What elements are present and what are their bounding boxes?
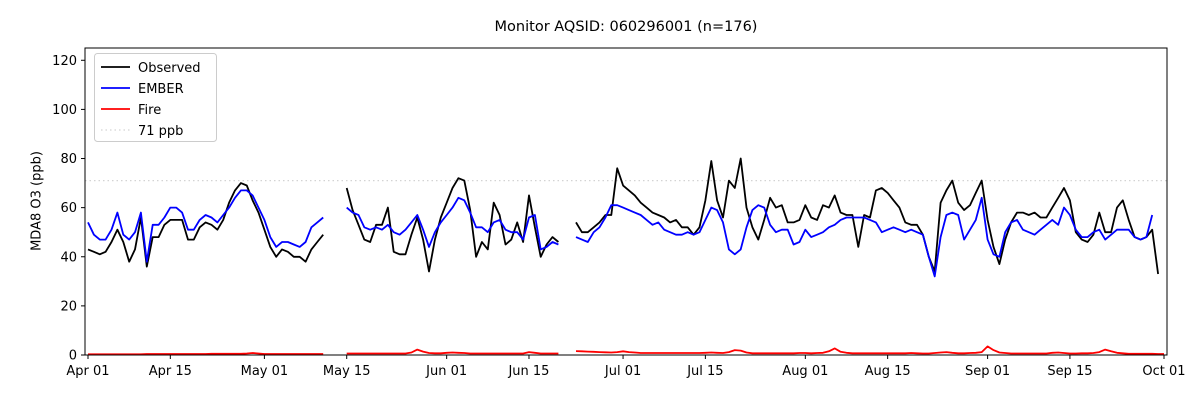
x-tick-label: Aug 01 <box>782 364 828 379</box>
legend-box <box>94 53 217 142</box>
x-tick-label: Oct 01 <box>1142 364 1185 379</box>
line-ember <box>346 196 559 251</box>
chart-title: Monitor AQSID: 060296001 (n=176) <box>494 19 758 35</box>
legend-label-71-ppb: 71 ppb <box>138 124 183 139</box>
y-tick-label: 60 <box>60 201 77 216</box>
x-tick-label: Jul 01 <box>604 364 641 379</box>
x-tick-label: Sep 01 <box>965 364 1010 379</box>
x-tick-label: Apr 01 <box>66 364 109 379</box>
line-fire <box>88 352 324 356</box>
y-tick-label: 0 <box>69 349 77 364</box>
legend-label-observed: Observed <box>138 61 201 76</box>
x-tick-label: Sep 15 <box>1047 364 1092 379</box>
line-fire <box>346 348 559 355</box>
x-tick-label: Aug 15 <box>865 364 911 379</box>
line-observed <box>575 157 1159 275</box>
y-axis-label: MDA8 O3 (ppb) <box>29 151 45 251</box>
y-tick-label: 100 <box>52 103 77 118</box>
y-tick-label: 80 <box>60 152 77 167</box>
x-tick-label: May 01 <box>241 364 289 379</box>
line-ember <box>575 196 1154 278</box>
x-tick-label: Jun 15 <box>507 364 549 379</box>
y-tick-label: 20 <box>60 299 77 314</box>
y-tick-label: 120 <box>52 54 77 69</box>
x-tick-label: Jun 01 <box>425 364 467 379</box>
x-tick-label: Jul 15 <box>686 364 723 379</box>
legend-label-ember: EMBER <box>138 82 184 97</box>
legend-label-fire: Fire <box>138 103 161 118</box>
line-observed <box>87 182 324 268</box>
line-fire <box>575 345 1164 355</box>
legend: Observed EMBER Fire 71 ppb <box>94 53 217 142</box>
line-observed <box>345 177 559 273</box>
line-ember <box>87 189 324 263</box>
y-tick-label: 40 <box>60 250 77 265</box>
x-tick-label: Apr 15 <box>149 364 192 379</box>
axes-spines <box>84 47 1168 356</box>
x-tick-label: May 15 <box>323 364 371 379</box>
